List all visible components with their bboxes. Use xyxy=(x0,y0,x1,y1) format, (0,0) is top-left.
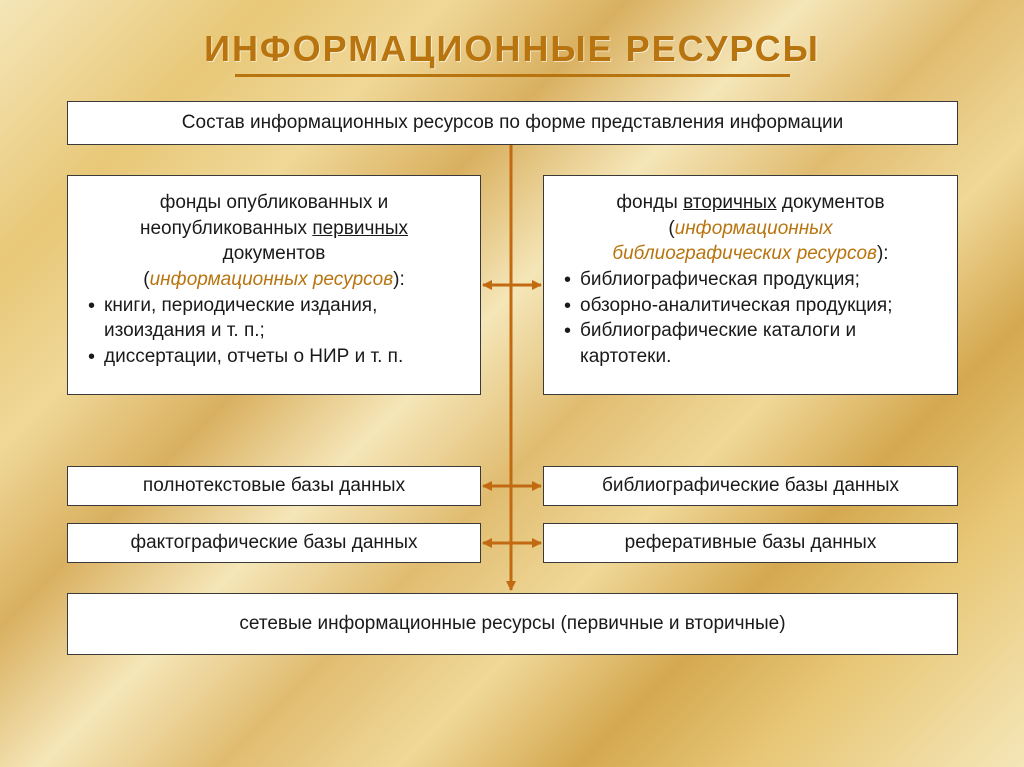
title-underline xyxy=(235,74,790,77)
bibliographic-db-box: библиографические базы данных xyxy=(543,466,958,506)
left-list: книги, периодические издания, изоиздания… xyxy=(82,293,466,370)
left-line1b: неопубликованных первичных xyxy=(82,216,466,242)
right-item2: обзорно-аналитическая продукция; xyxy=(558,293,943,319)
subtitle-box: Состав информационных ресурсов по форме … xyxy=(67,101,958,145)
left-funds-box: фонды опубликованных и неопубликованных … xyxy=(67,175,481,395)
fulltext-db-box: полнотекстовые базы данных xyxy=(67,466,481,506)
abstract-db-box: реферативные базы данных xyxy=(543,523,958,563)
left-item2: диссертации, отчеты о НИР и т. п. xyxy=(82,344,466,370)
right-line3: библиографических ресурсов): xyxy=(558,241,943,267)
factographic-db-box: фактографические базы данных xyxy=(67,523,481,563)
right-line2: (информационных xyxy=(558,216,943,242)
left-line3: (информационных ресурсов): xyxy=(82,267,466,293)
right-line1: фонды вторичных документов xyxy=(558,190,943,216)
diagram-container: ИНФОРМАЦИОННЫЕ РЕСУРСЫ Состав информацио… xyxy=(0,0,1024,767)
subtitle-text: Состав информационных ресурсов по форме … xyxy=(182,110,843,136)
right-item3: библиографические каталоги и картотеки. xyxy=(558,318,943,369)
right-funds-box: фонды вторичных документов (информационн… xyxy=(543,175,958,395)
network-resources-box: сетевые информационные ресурсы (первичны… xyxy=(67,593,958,655)
left-line1: фонды опубликованных и xyxy=(82,190,466,216)
right-list: библиографическая продукция; обзорно-ана… xyxy=(558,267,943,370)
left-item1: книги, периодические издания, изоиздания… xyxy=(82,293,466,344)
left-line2: документов xyxy=(82,241,466,267)
page-title: ИНФОРМАЦИОННЫЕ РЕСУРСЫ xyxy=(0,28,1024,70)
right-item1: библиографическая продукция; xyxy=(558,267,943,293)
